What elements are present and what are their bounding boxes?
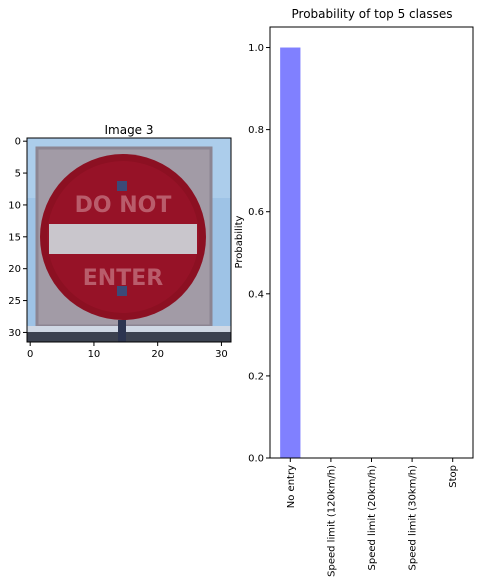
sign-post (118, 320, 126, 342)
image-y-tick-label: 5 (15, 169, 21, 180)
chart-panel: Probability of top 5 classes Probability… (234, 7, 474, 577)
y-tick-label: 0.8 (248, 125, 264, 136)
image-x-tick-label: 0 (27, 349, 33, 360)
y-ticks: 0.0 0.2 0.4 0.6 0.8 1.0 (248, 43, 270, 465)
image-frame (26, 137, 232, 343)
bars (280, 47, 301, 459)
chart-frame (269, 26, 474, 459)
y-tick-label: 0.4 (248, 289, 264, 300)
chart-title: Probability of top 5 classes (292, 7, 453, 21)
y-tick-label: 0.2 (248, 371, 264, 382)
y-tick-label: 1.0 (248, 43, 264, 54)
sign-bolt-top (117, 181, 127, 191)
image-panel: Image 3 DO NOT ENTER 0 10 20 30 0 5 10 15 20 (8, 123, 232, 360)
sign-word-top: DO NOT (75, 193, 172, 218)
x-tick-label: No entry (286, 465, 297, 508)
image-y-tick-label: 25 (8, 296, 21, 307)
image-x-tick-label: 30 (215, 349, 228, 360)
image-content: DO NOT ENTER (27, 138, 231, 342)
sign-white-bar (49, 224, 197, 254)
y-tick-label: 0.6 (248, 207, 264, 218)
x-ticks: No entry Speed limit (120km/h) Speed limit… (286, 458, 459, 577)
image-y-tick-label: 20 (8, 264, 21, 275)
y-axis-label: Probability (234, 215, 245, 268)
image-x-tick-label: 10 (88, 349, 101, 360)
x-tick-label: Speed limit (120km/h) (326, 465, 337, 577)
image-y-tick-label: 15 (8, 232, 21, 243)
image-y-tick-label: 0 (15, 137, 21, 148)
ground-dark (27, 332, 231, 342)
image-y-ticks: 0 5 10 15 20 25 30 (8, 137, 27, 339)
ground-light (27, 326, 231, 332)
x-tick-label: Speed limit (20km/h) (367, 465, 378, 571)
x-tick-label: Speed limit (30km/h) (408, 465, 419, 571)
image-title: Image 3 (104, 123, 153, 137)
bar (280, 47, 301, 459)
x-tick-label: Stop (448, 465, 459, 488)
image-y-tick-label: 30 (8, 328, 21, 339)
y-tick-label: 0.0 (248, 454, 264, 465)
image-x-tick-label: 20 (151, 349, 164, 360)
sign-bolt-bottom (117, 286, 127, 296)
image-x-ticks: 0 10 20 30 (27, 342, 228, 360)
image-y-tick-label: 10 (8, 200, 21, 211)
